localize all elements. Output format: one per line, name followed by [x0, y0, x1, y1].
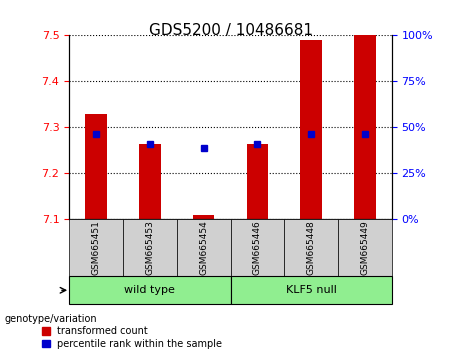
Legend: transformed count, percentile rank within the sample: transformed count, percentile rank withi… — [42, 326, 222, 349]
Bar — [193, 215, 214, 219]
Bar — [69, 219, 123, 276]
Bar — [139, 143, 160, 219]
Text: GSM665451: GSM665451 — [92, 220, 100, 275]
Bar — [247, 143, 268, 219]
Bar — [69, 276, 230, 304]
Bar — [301, 40, 322, 219]
Text: GSM665453: GSM665453 — [145, 220, 154, 275]
Text: GSM665446: GSM665446 — [253, 221, 262, 275]
Bar — [284, 219, 338, 276]
Bar — [230, 276, 392, 304]
Bar — [354, 35, 376, 219]
Text: genotype/variation: genotype/variation — [5, 314, 97, 324]
Bar — [123, 219, 177, 276]
Bar — [338, 219, 392, 276]
Text: wild type: wild type — [124, 285, 175, 295]
Bar — [230, 219, 284, 276]
Bar — [177, 219, 230, 276]
Text: GDS5200 / 10486681: GDS5200 / 10486681 — [148, 23, 313, 38]
Bar — [85, 114, 107, 219]
Text: GSM665449: GSM665449 — [361, 221, 369, 275]
Text: GSM665454: GSM665454 — [199, 221, 208, 275]
Text: KLF5 null: KLF5 null — [286, 285, 337, 295]
Text: GSM665448: GSM665448 — [307, 221, 316, 275]
